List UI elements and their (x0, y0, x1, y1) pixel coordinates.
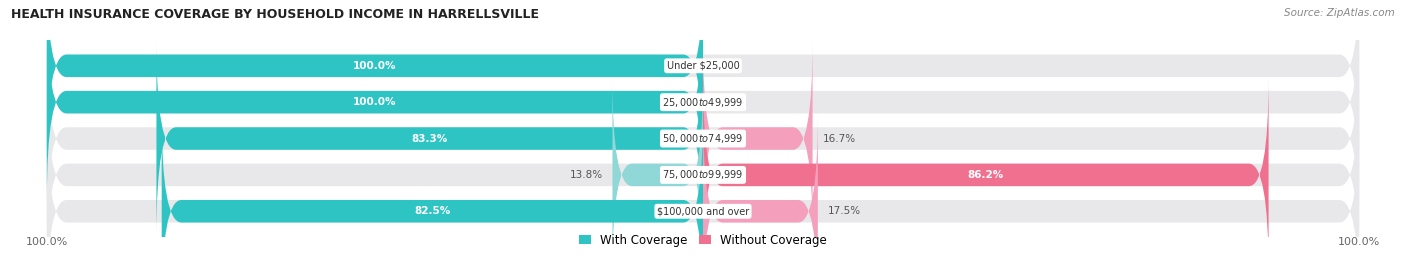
Text: 16.7%: 16.7% (823, 133, 855, 144)
Text: 82.5%: 82.5% (415, 206, 450, 216)
Text: HEALTH INSURANCE COVERAGE BY HOUSEHOLD INCOME IN HARRELLSVILLE: HEALTH INSURANCE COVERAGE BY HOUSEHOLD I… (11, 8, 540, 21)
FancyBboxPatch shape (162, 114, 703, 269)
FancyBboxPatch shape (46, 0, 1360, 164)
Text: Under $25,000: Under $25,000 (666, 61, 740, 71)
Text: 100.0%: 100.0% (25, 237, 67, 247)
Text: 83.3%: 83.3% (412, 133, 449, 144)
FancyBboxPatch shape (703, 77, 1268, 269)
FancyBboxPatch shape (46, 0, 703, 164)
Text: $25,000 to $49,999: $25,000 to $49,999 (662, 96, 744, 109)
FancyBboxPatch shape (613, 77, 703, 269)
FancyBboxPatch shape (703, 114, 818, 269)
Text: $75,000 to $99,999: $75,000 to $99,999 (662, 168, 744, 181)
FancyBboxPatch shape (46, 4, 1360, 200)
Text: 86.2%: 86.2% (967, 170, 1004, 180)
FancyBboxPatch shape (156, 41, 703, 236)
FancyBboxPatch shape (46, 41, 1360, 236)
FancyBboxPatch shape (46, 114, 1360, 269)
Text: 17.5%: 17.5% (828, 206, 860, 216)
Text: 100.0%: 100.0% (1339, 237, 1381, 247)
FancyBboxPatch shape (46, 4, 703, 200)
Text: $100,000 and over: $100,000 and over (657, 206, 749, 216)
FancyBboxPatch shape (46, 77, 1360, 269)
Text: Source: ZipAtlas.com: Source: ZipAtlas.com (1284, 8, 1395, 18)
Text: $50,000 to $74,999: $50,000 to $74,999 (662, 132, 744, 145)
Text: 13.8%: 13.8% (569, 170, 603, 180)
FancyBboxPatch shape (703, 41, 813, 236)
Legend: With Coverage, Without Coverage: With Coverage, Without Coverage (579, 233, 827, 246)
Text: 100.0%: 100.0% (353, 61, 396, 71)
Text: 100.0%: 100.0% (353, 97, 396, 107)
